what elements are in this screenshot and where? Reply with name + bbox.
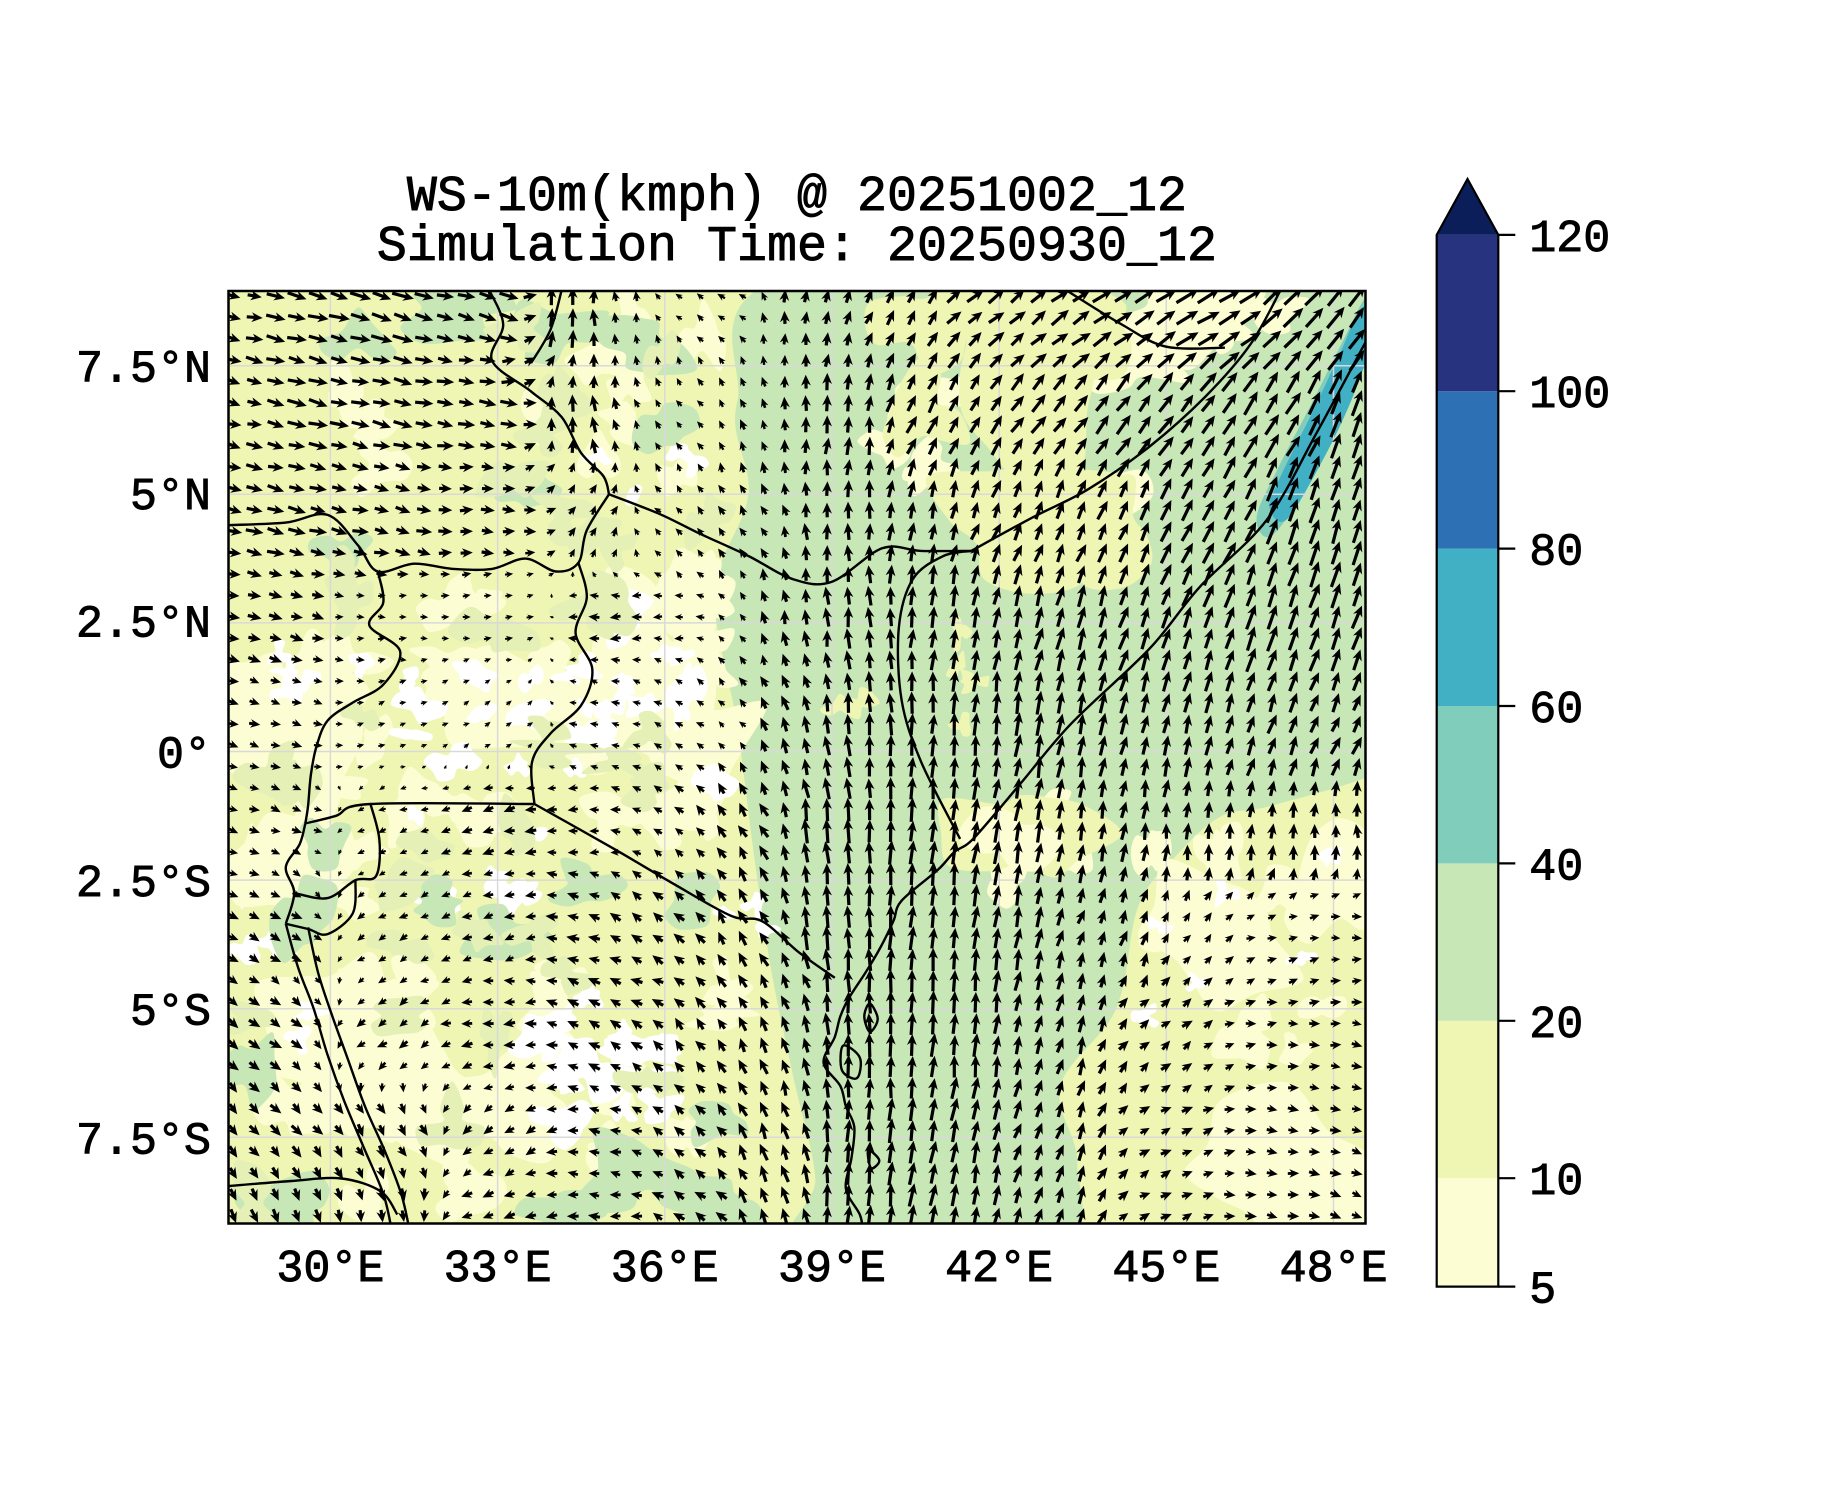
- svg-text:39°E: 39°E: [778, 1244, 886, 1295]
- svg-text:36°E: 36°E: [611, 1244, 719, 1295]
- svg-text:40: 40: [1529, 842, 1583, 893]
- svg-text:10: 10: [1529, 1157, 1583, 1208]
- svg-text:100: 100: [1529, 370, 1610, 421]
- svg-text:5: 5: [1529, 1266, 1556, 1317]
- svg-text:33°E: 33°E: [444, 1244, 552, 1295]
- svg-text:45°E: 45°E: [1112, 1244, 1220, 1295]
- svg-text:42°E: 42°E: [945, 1244, 1053, 1295]
- svg-text:Simulation Time: 20250930_12: Simulation Time: 20250930_12: [377, 219, 1217, 276]
- svg-text:7.5°N: 7.5°N: [76, 345, 211, 396]
- svg-text:30°E: 30°E: [276, 1244, 384, 1295]
- svg-text:48°E: 48°E: [1280, 1244, 1388, 1295]
- svg-text:60: 60: [1529, 685, 1583, 736]
- svg-text:5°N: 5°N: [130, 472, 211, 523]
- svg-text:120: 120: [1529, 214, 1610, 265]
- svg-text:5°S: 5°S: [130, 988, 211, 1039]
- svg-text:0°: 0°: [157, 731, 211, 782]
- svg-text:20: 20: [1529, 1000, 1583, 1051]
- svg-text:2.5°N: 2.5°N: [76, 599, 211, 650]
- svg-text:2.5°S: 2.5°S: [76, 859, 211, 910]
- svg-text:WS-10m(kmph) @ 20251002_12: WS-10m(kmph) @ 20251002_12: [407, 169, 1187, 226]
- svg-text:7.5°S: 7.5°S: [76, 1116, 211, 1167]
- svg-text:80: 80: [1529, 528, 1583, 579]
